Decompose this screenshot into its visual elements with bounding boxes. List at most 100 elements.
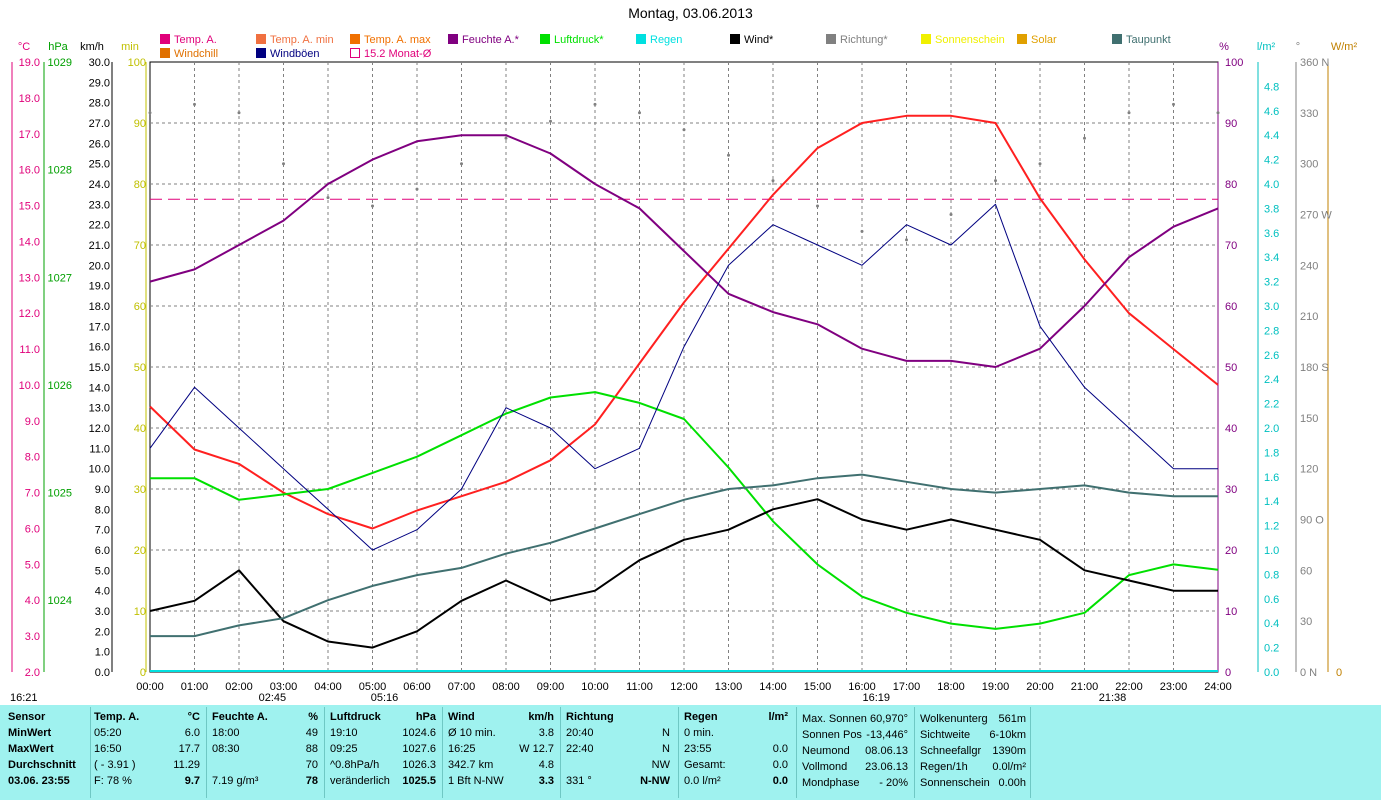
tick-kmh: 24.0 [89,179,110,191]
tick-rain: 4.6 [1264,106,1279,118]
axis-unit: min [121,41,139,53]
tick-min: 40 [134,423,146,435]
legend-item: Windchill [160,48,218,60]
axis-unit: l/m² [1257,41,1276,53]
x-tick-label: 03:00 [270,681,298,693]
x-tick-label: 06:00 [403,681,431,693]
tick-deg: 270 W [1300,210,1332,222]
table-row: Ø 10 min. 3.8 [448,727,554,739]
axis-unit: hPa [48,41,68,53]
tick-rain: 1.6 [1264,472,1279,484]
humidity-column: Feuchte A.% 18:00 49 08:30 88 70 7.19 g/m³ 78 [212,711,318,787]
table-row: 18:00 49 [212,727,318,739]
x-tick-label: 23:00 [1160,681,1188,693]
tick-temp: 16.0 [19,165,40,177]
direction-point [1083,136,1086,140]
direction-point [727,153,730,157]
legend-item: 15.2 Monat-Ø [350,48,431,60]
direction-column: Richtung 20:40 N 22:40 N NW 331 ° N-NW [566,711,670,787]
tick-temp: 12.0 [19,308,40,320]
legend-item: Taupunkt [1112,34,1171,46]
x-tick-label: 02:00 [225,681,253,693]
direction-point [682,128,686,132]
column-divider [678,707,679,798]
x-tick-label: 08:00 [492,681,520,693]
tick-kmh: 11.0 [89,443,110,455]
legend-label: Richtung* [840,34,888,46]
direction-point [816,204,819,208]
legend-label: Feuchte A.* [462,34,519,46]
direction-point [549,119,552,123]
table-row: Mondphase - 20% [802,777,908,789]
column-divider [206,707,207,798]
column-divider [324,707,325,798]
legend-swatch [636,34,646,44]
tick-temp: 11.0 [19,344,40,356]
tick-kmh: 20.0 [89,260,110,272]
tick-kmh: 0.0 [95,667,110,679]
x-tick-label: 21:00 [1071,681,1099,693]
table-row: 16:50 17.7 [94,743,200,755]
temp-column: Temp. A. °C 05:20 6.0 16:50 17.7( - 3.91 ) 11.… [94,711,200,787]
rain-column: Regen l/m² 0 min. 23:55 0.0 Gesamt: 0.0 0.0 l/m… [684,711,788,787]
tick-deg: 240 [1300,260,1318,272]
tick-kmh: 1.0 [95,647,110,659]
tick-rain: 4.4 [1264,130,1279,142]
tick-kmh: 23.0 [89,199,110,211]
tick-kmh: 22.0 [89,220,110,232]
tick-rain: 3.4 [1264,252,1279,264]
tick-temp: 4.0 [25,595,40,607]
series-feuchtea [149,134,1219,368]
x-tick-label: 20:00 [1026,681,1054,693]
direction-point [371,204,374,208]
column-divider [796,707,797,798]
table-row: Sonnenschein 0.00h [920,777,1026,789]
tick-kmh: 25.0 [89,159,110,171]
tick-min: 70 [134,240,146,252]
tick-temp: 9.0 [25,416,40,428]
legend-label: 15.2 Monat-Ø [364,48,432,60]
tick-rain: 4.2 [1264,155,1279,167]
table-row: 0.0 l/m² 0.0 [684,775,788,787]
tick-kmh: 18.0 [89,301,110,313]
legend-item: Temp. A. min [256,34,334,46]
axis-unit: ° [1296,41,1300,53]
x-tick-label: 01:00 [181,681,209,693]
axis-unit: W/m² [1331,41,1358,53]
legend-item: Windböen [256,48,320,60]
tick-min: 30 [134,484,146,496]
table-row: 20:40 N [566,727,670,739]
tick-temp: 3.0 [25,631,40,643]
tick-kmh: 10.0 [89,464,110,476]
direction-point [1038,162,1042,166]
tick-hpa: 1029 [48,57,72,69]
table-row: 342.7 km 4.8 [448,759,554,771]
tick-deg: 180 S [1300,362,1329,374]
x-tick-label: 17:00 [893,681,921,693]
legend-swatch [1017,34,1027,44]
tick-temp: 7.0 [25,488,40,500]
tick-deg: 0 N [1300,667,1317,679]
table-row: Neumond 08.06.13 [802,745,908,757]
direction-point [237,111,241,115]
tick-temp: 13.0 [19,272,40,284]
tick-temp: 5.0 [25,559,40,571]
pressure-column: Luftdruck hPa 19:10 1024.6 09:25 1027.6 ^0.8hP… [330,711,436,787]
wind-column: Wind km/h Ø 10 min. 3.8 16:25 W 12.7 342.7 km 4… [448,711,554,787]
tick-temp: 10.0 [19,380,40,392]
legend-swatch [540,34,550,44]
tick-kmh: 2.0 [95,626,110,638]
tick-kmh: 30.0 [89,57,110,69]
tick-temp: 14.0 [19,236,40,248]
tick-temp: 15.0 [19,201,40,213]
direction-point [994,179,997,183]
tick-deg: 360 N [1300,57,1329,69]
tick-rain: 0.6 [1264,594,1279,606]
tick-pct: 40 [1225,423,1237,435]
direction-point [905,238,908,242]
column-divider [914,707,915,798]
x-tick-label: 18:00 [937,681,965,693]
x-tick-label: 11:00 [626,681,653,693]
legend-item: Wind* [730,34,773,46]
tick-kmh: 4.0 [95,586,110,598]
